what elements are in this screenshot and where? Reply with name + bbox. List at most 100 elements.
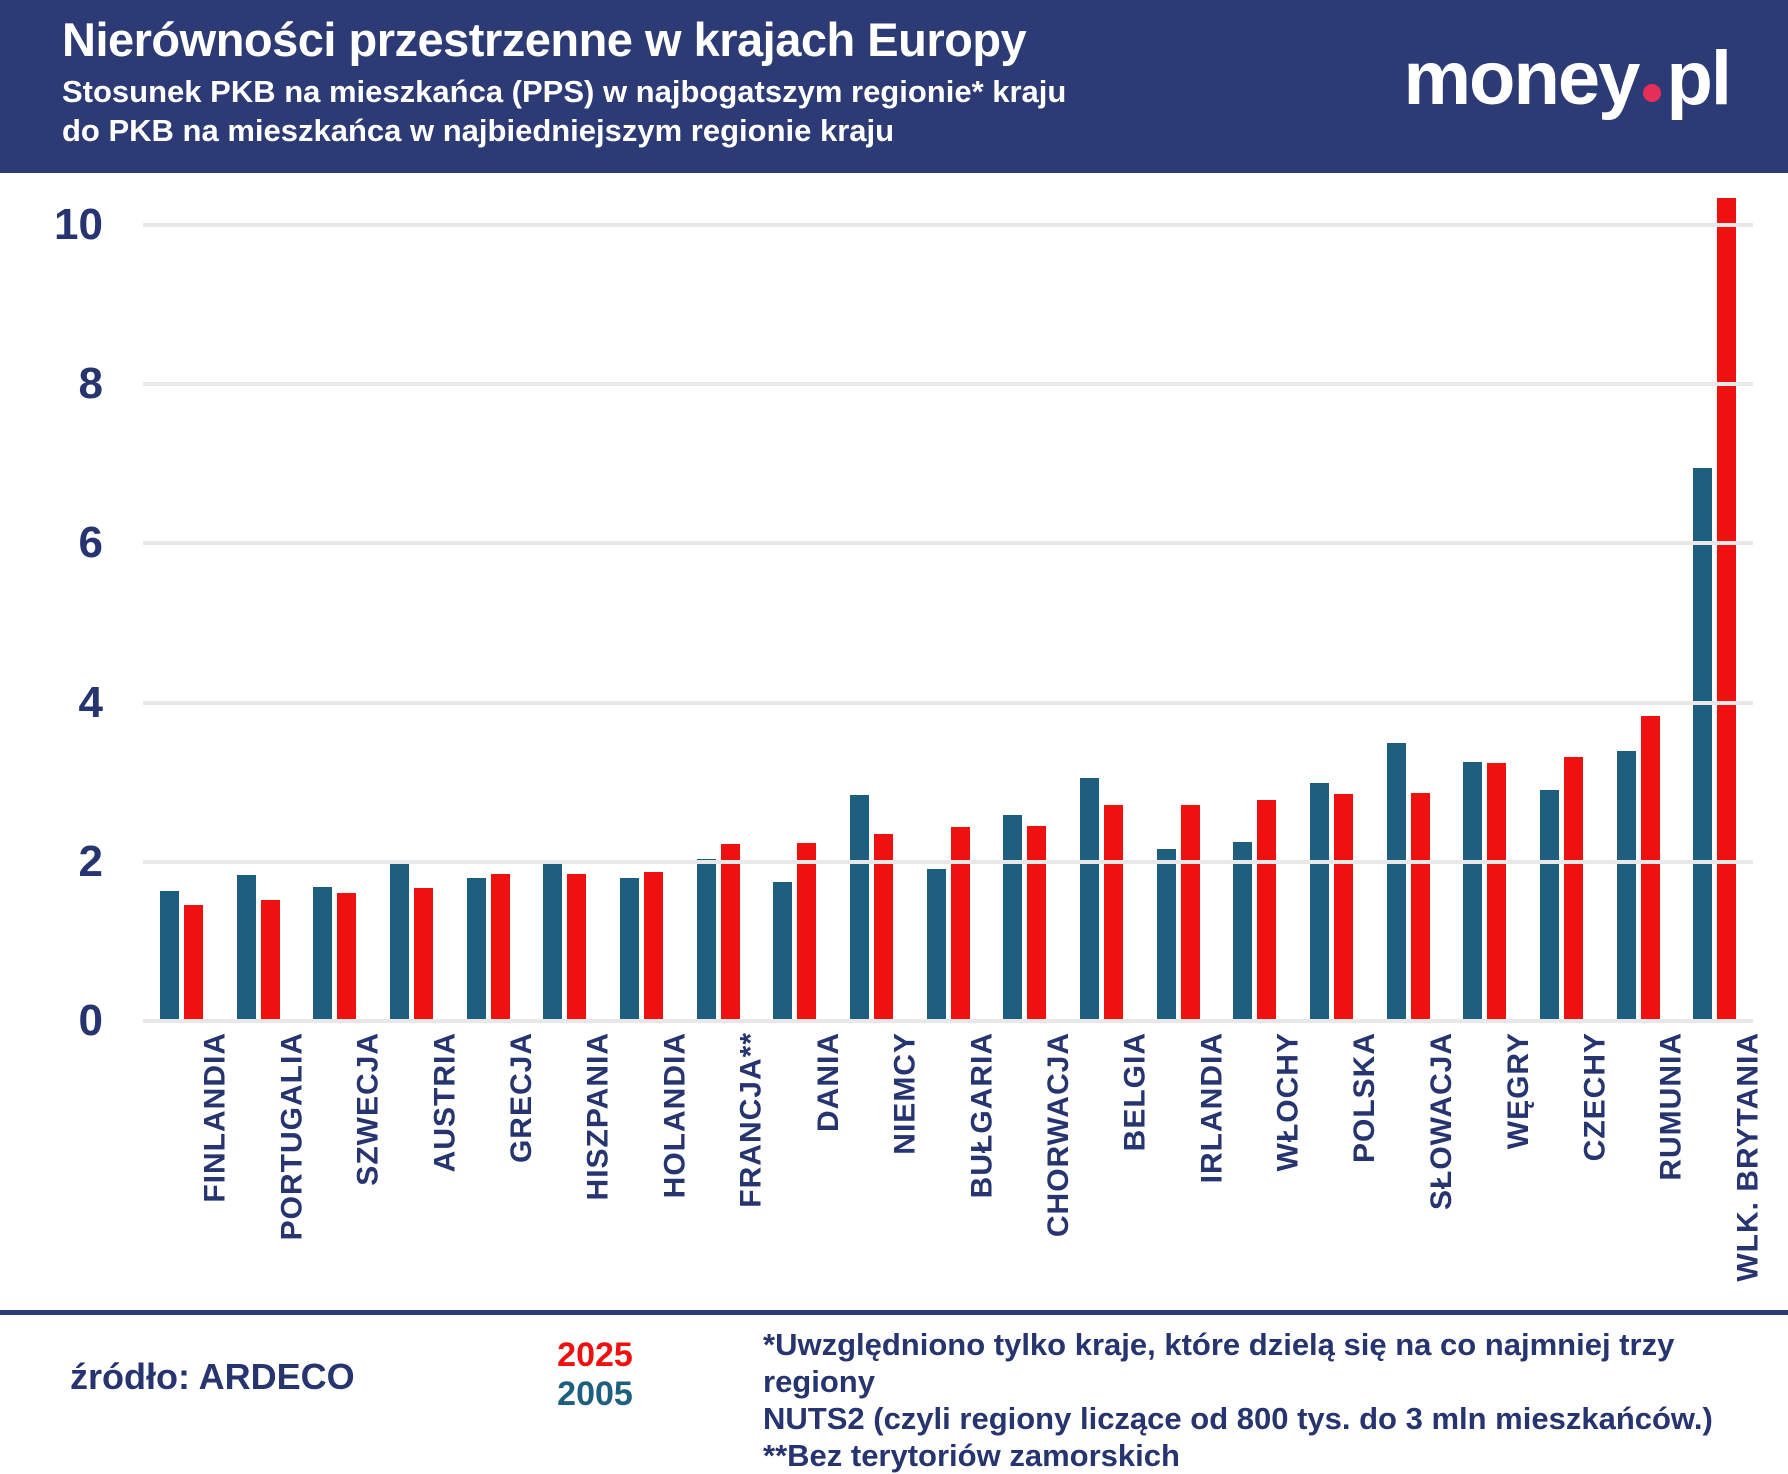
bar-group: BELGIA (1063, 180, 1151, 1151)
x-axis-label: CHORWACJA (1041, 1032, 1075, 1238)
bars-row: FINLANDIA PORTUGALIA SZWECJA AUSTRIA GRECJA H… (143, 180, 1765, 1282)
x-axis-label: IRLANDIA (1195, 1032, 1229, 1184)
y-axis-tick-label: 4 (78, 677, 103, 727)
x-axis-label: PORTUGALIA (275, 1032, 309, 1241)
bar-2025 (1333, 794, 1353, 1022)
bar-2005 (1539, 790, 1559, 1022)
bar-2005 (1463, 762, 1483, 1022)
bar-2005 (926, 869, 946, 1022)
bar-group: RUMUNIA (1600, 180, 1688, 1181)
x-axis-label: SZWECJA (351, 1032, 385, 1186)
header-banner: Nierówności przestrzenne w krajach Europ… (0, 0, 1788, 173)
bar-2025 (1563, 757, 1583, 1022)
x-axis-label: BELGIA (1118, 1032, 1152, 1152)
x-axis-label: GRECJA (505, 1032, 539, 1164)
x-axis-label: WLK. BRYTANIA (1731, 1032, 1765, 1282)
page-subtitle-line2: do PKB na mieszkańca w najbiedniejszym r… (62, 113, 895, 148)
legend-item-2005: 2005 (557, 1375, 633, 1413)
bar-chart: FINLANDIA PORTUGALIA SZWECJA AUSTRIA GRECJA H… (54, 180, 1765, 1282)
x-axis-label: DANIA (811, 1032, 845, 1132)
bar-2025 (490, 874, 510, 1022)
bar-2005 (1309, 783, 1329, 1022)
bar-2025 (337, 893, 357, 1022)
bar-2005 (619, 878, 639, 1022)
bar-2025 (260, 900, 280, 1022)
bar-group: POLSKA (1293, 180, 1381, 1163)
bar-group: GRECJA (450, 180, 538, 1163)
source-label: źródło: ARDECO (70, 1356, 355, 1397)
bar-group: HOLANDIA (603, 180, 691, 1198)
x-axis-label: CZECHY (1578, 1032, 1612, 1162)
x-axis-label: WĘGRY (1501, 1032, 1535, 1150)
bar-2025 (1180, 805, 1200, 1022)
bar-group: FINLANDIA (143, 180, 231, 1203)
bar-2005 (773, 882, 793, 1022)
bar-2005 (1386, 743, 1406, 1022)
bar-2005 (236, 875, 256, 1022)
gridline (143, 700, 1753, 705)
y-axis-tick-label: 6 (78, 518, 103, 568)
x-axis-label: BUŁGARIA (965, 1032, 999, 1199)
bar-2025 (413, 888, 433, 1022)
x-axis-label: AUSTRIA (428, 1032, 462, 1173)
bar-2025 (1257, 800, 1277, 1022)
bar-2025 (567, 874, 587, 1022)
footer-divider (0, 1310, 1788, 1315)
chart-legend: 2025 2005 (553, 1336, 637, 1414)
bar-2005 (159, 891, 179, 1022)
bar-group: AUSTRIA (373, 180, 461, 1172)
bar-2005 (1079, 778, 1099, 1022)
bar-2005 (849, 795, 869, 1022)
bar-group: WŁOCHY (1216, 180, 1305, 1171)
logo-text-money: money (1403, 36, 1640, 121)
gridline (143, 223, 1753, 227)
x-axis-label: HISZPANIA (581, 1032, 615, 1201)
bar-2025 (1487, 763, 1507, 1022)
bar-2025 (1717, 198, 1737, 1022)
bar-group: HISZPANIA (526, 180, 615, 1200)
x-axis-label: NIEMCY (888, 1032, 922, 1155)
footnote-line-1: *Uwzględniono tylko kraje, które dzielą … (763, 1327, 1675, 1399)
x-axis-label: RUMUNIA (1655, 1032, 1689, 1181)
page-title: Nierówności przestrzenne w krajach Europ… (62, 13, 1027, 66)
x-axis-label: POLSKA (1348, 1032, 1382, 1164)
bar-2025 (643, 872, 663, 1022)
bar-2005 (1693, 468, 1713, 1022)
bar-group: NIEMCY (833, 180, 921, 1155)
bar-2005 (1003, 815, 1023, 1022)
bar-group: WĘGRY (1446, 180, 1535, 1149)
bar-2005 (543, 864, 563, 1022)
bar-group: CHORWACJA (986, 180, 1075, 1237)
bar-group: SZWECJA (296, 180, 385, 1186)
bar-2025 (873, 834, 893, 1022)
bar-group: CZECHY (1523, 180, 1611, 1161)
bar-group: BUŁGARIA (910, 180, 998, 1198)
bar-group: DANIA (756, 180, 845, 1132)
bar-2005 (696, 859, 716, 1022)
bar-2005 (313, 887, 333, 1022)
legend-item-2025: 2025 (557, 1336, 633, 1374)
gridline (143, 382, 1753, 387)
bar-2025 (797, 843, 817, 1022)
gridline (143, 541, 1753, 546)
moneypl-logo: money pl (1403, 34, 1732, 124)
bar-2025 (720, 844, 740, 1022)
x-axis-label: SŁOWACJA (1425, 1032, 1459, 1211)
bar-2025 (1410, 793, 1430, 1022)
bar-2005 (1616, 751, 1636, 1022)
y-axis-tick-label: 8 (78, 359, 103, 409)
bar-2025 (183, 905, 203, 1022)
gridline (143, 1019, 1753, 1023)
y-axis-tick-label: 2 (78, 836, 103, 886)
x-axis-label: HOLANDIA (658, 1032, 692, 1199)
bar-group: WLK. BRYTANIA (1676, 180, 1765, 1282)
x-axis-label: FINLANDIA (198, 1032, 232, 1203)
bar-2025 (1640, 716, 1660, 1022)
footnote-line-2: NUTS2 (czyli regiony liczące od 800 tys.… (763, 1401, 1713, 1436)
bar-group: IRLANDIA (1140, 180, 1228, 1183)
bar-group: SŁOWACJA (1370, 180, 1458, 1210)
logo-dot-icon (1643, 84, 1662, 102)
bar-2025 (1103, 805, 1123, 1022)
bar-group: PORTUGALIA (220, 180, 308, 1240)
x-axis-label: WŁOCHY (1271, 1032, 1305, 1172)
